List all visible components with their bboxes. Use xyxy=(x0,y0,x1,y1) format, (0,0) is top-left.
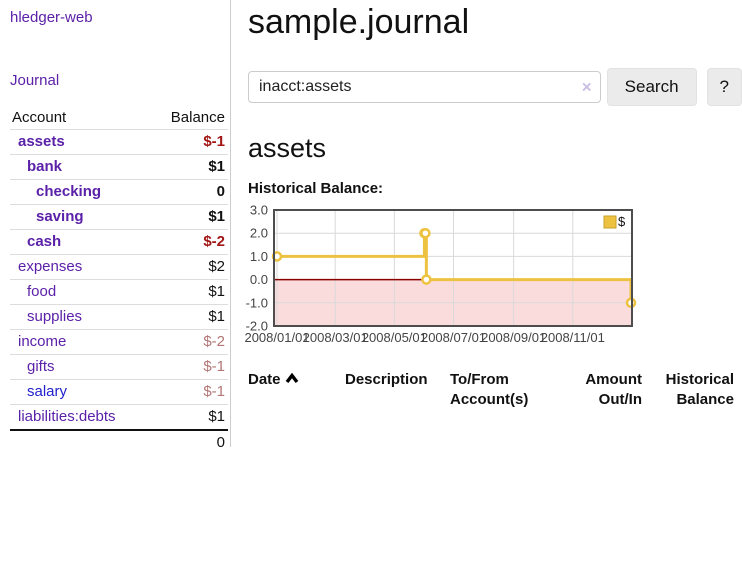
sidebar-account-checking[interactable]: checking xyxy=(36,183,102,200)
account-row: salary $-1 xyxy=(10,379,228,405)
sidebar-account-food[interactable]: food xyxy=(27,283,57,300)
account-row: gifts $-1 xyxy=(10,354,228,380)
app-brand-link[interactable]: hledger-web xyxy=(10,9,93,26)
chart-title: Historical Balance: xyxy=(248,180,384,197)
sidebar-account-gifts[interactable]: gifts xyxy=(27,358,55,375)
sort-ascending-icon xyxy=(285,372,298,384)
y-tick-label: -2.0 xyxy=(246,319,268,334)
transactions-header-row: Date Description To/From Account(s) Amou… xyxy=(248,370,734,417)
accounts-total-balance: 0 xyxy=(151,429,228,455)
y-tick-label: 0.0 xyxy=(250,272,268,287)
accounts-column-header: To/From Account(s) xyxy=(450,371,529,408)
sidebar-account-assets[interactable]: assets xyxy=(18,133,65,150)
page-title: sample.journal xyxy=(248,3,470,41)
sidebar-account-liabilities-debts[interactable]: liabilities:debts xyxy=(18,408,116,425)
account-balance: $1 xyxy=(151,279,228,305)
historical-balance-chart: 3.0 2.0 1.0 0.0 -1.0 -2.0 2008/01/01 2008/03/01… xyxy=(244,203,648,349)
y-tick-label: -1.0 xyxy=(246,295,268,310)
account-heading: assets xyxy=(248,133,327,163)
sidebar-account-saving[interactable]: saving xyxy=(36,208,84,225)
balance-column-header-main: Historical Balance xyxy=(665,371,734,408)
help-button[interactable]: ? xyxy=(706,68,742,106)
y-tick-label: 1.0 xyxy=(250,249,268,264)
account-row: supplies $1 xyxy=(10,304,228,330)
account-row: liabilities:debts $1 xyxy=(10,404,228,430)
sidebar-account-expenses[interactable]: expenses xyxy=(18,258,83,275)
account-name-cell: saving xyxy=(10,204,152,230)
description-column-header: Description xyxy=(345,371,428,388)
clear-search-icon[interactable]: × xyxy=(581,77,592,97)
sidebar-account-salary[interactable]: salary xyxy=(27,383,68,400)
data-point-marker xyxy=(420,227,431,239)
accounts-total-row: 0 xyxy=(10,429,228,455)
account-name-cell: salary xyxy=(10,379,152,405)
y-tick-label: 2.0 xyxy=(250,226,268,241)
sidebar-account-cash[interactable]: cash xyxy=(27,233,62,250)
main-content: sample.journal × Search ? assets Histori… xyxy=(244,0,742,417)
search-box: × xyxy=(248,71,601,103)
account-name-cell: food xyxy=(10,279,152,305)
account-balance: $-1 xyxy=(151,354,228,380)
account-row: saving $1 xyxy=(10,204,228,230)
x-tick-label: 2008/05/01 xyxy=(362,330,427,345)
date-header-label: Date xyxy=(248,371,281,388)
account-name-cell: checking xyxy=(10,179,152,205)
account-name-cell: gifts xyxy=(10,354,152,380)
legend-swatch xyxy=(603,215,617,229)
account-balance: $2 xyxy=(151,254,228,280)
plot-border xyxy=(273,209,633,327)
chart-canvas: 3.0 2.0 1.0 0.0 -1.0 -2.02008/01/012008/03/01… xyxy=(244,203,637,345)
account-balance: 0 xyxy=(151,179,228,205)
account-balance: $-2 xyxy=(151,329,228,355)
account-row: cash $-2 xyxy=(10,229,228,255)
account-name-cell: bank xyxy=(10,154,152,180)
amount-column-header: Amount Out/In xyxy=(585,371,642,408)
account-balance: $1 xyxy=(151,204,228,230)
transactions-table: Date Description To/From Account(s) Amou… xyxy=(248,370,734,417)
sidebar-account-income[interactable]: income xyxy=(18,333,67,350)
account-row: bank $1 xyxy=(10,154,228,180)
x-tick-label: 2008/07/01 xyxy=(421,330,486,345)
account-balance: $1 xyxy=(151,304,228,330)
account-name-cell: income xyxy=(10,329,152,355)
x-tick-label: 2008/09/01 xyxy=(481,330,546,345)
accounts-total-spacer xyxy=(10,429,152,455)
search-form: × Search ? xyxy=(248,68,742,106)
sidebar-account-bank[interactable]: bank xyxy=(27,158,63,175)
account-column-header: Account xyxy=(12,109,67,126)
account-row: assets $-1 xyxy=(10,129,228,155)
x-tick-label: 2008/11/01 xyxy=(541,330,605,345)
account-balance: $-1 xyxy=(151,379,228,405)
accounts-header-row: Account Balance xyxy=(10,106,228,130)
account-balance: $-2 xyxy=(151,229,228,255)
accounts-table: Account Balance assets $-1 bank $1 checking 0… xyxy=(10,106,228,455)
account-balance: $1 xyxy=(151,154,228,180)
sidebar: hledger-web Journal Account Balance asse… xyxy=(0,0,231,455)
account-name-cell: liabilities:debts xyxy=(10,404,152,430)
legend-label: $ xyxy=(618,214,626,229)
account-name-cell: cash xyxy=(10,229,152,255)
search-button[interactable]: Search xyxy=(606,68,697,106)
y-tick-label: 3.0 xyxy=(250,203,268,218)
account-row: income $-2 xyxy=(10,329,228,355)
data-point-marker xyxy=(421,274,432,285)
account-name-cell: expenses xyxy=(10,254,152,280)
x-tick-label: 2008/01/01 xyxy=(244,330,309,345)
account-row: expenses $2 xyxy=(10,254,228,280)
account-name-cell: supplies xyxy=(10,304,152,330)
account-balance: $-1 xyxy=(151,129,228,155)
sidebar-account-supplies[interactable]: supplies xyxy=(27,308,83,325)
account-row: food $1 xyxy=(10,279,228,305)
account-name-cell: assets xyxy=(10,129,152,155)
journal-nav-link[interactable]: Journal xyxy=(10,72,60,89)
account-balance: $1 xyxy=(151,404,228,430)
search-input[interactable] xyxy=(248,71,601,103)
account-row: checking 0 xyxy=(10,179,228,205)
x-tick-label: 2008/03/01 xyxy=(303,330,368,345)
date-column-header[interactable]: Date xyxy=(248,370,345,417)
balance-column-header: Balance xyxy=(170,109,225,126)
